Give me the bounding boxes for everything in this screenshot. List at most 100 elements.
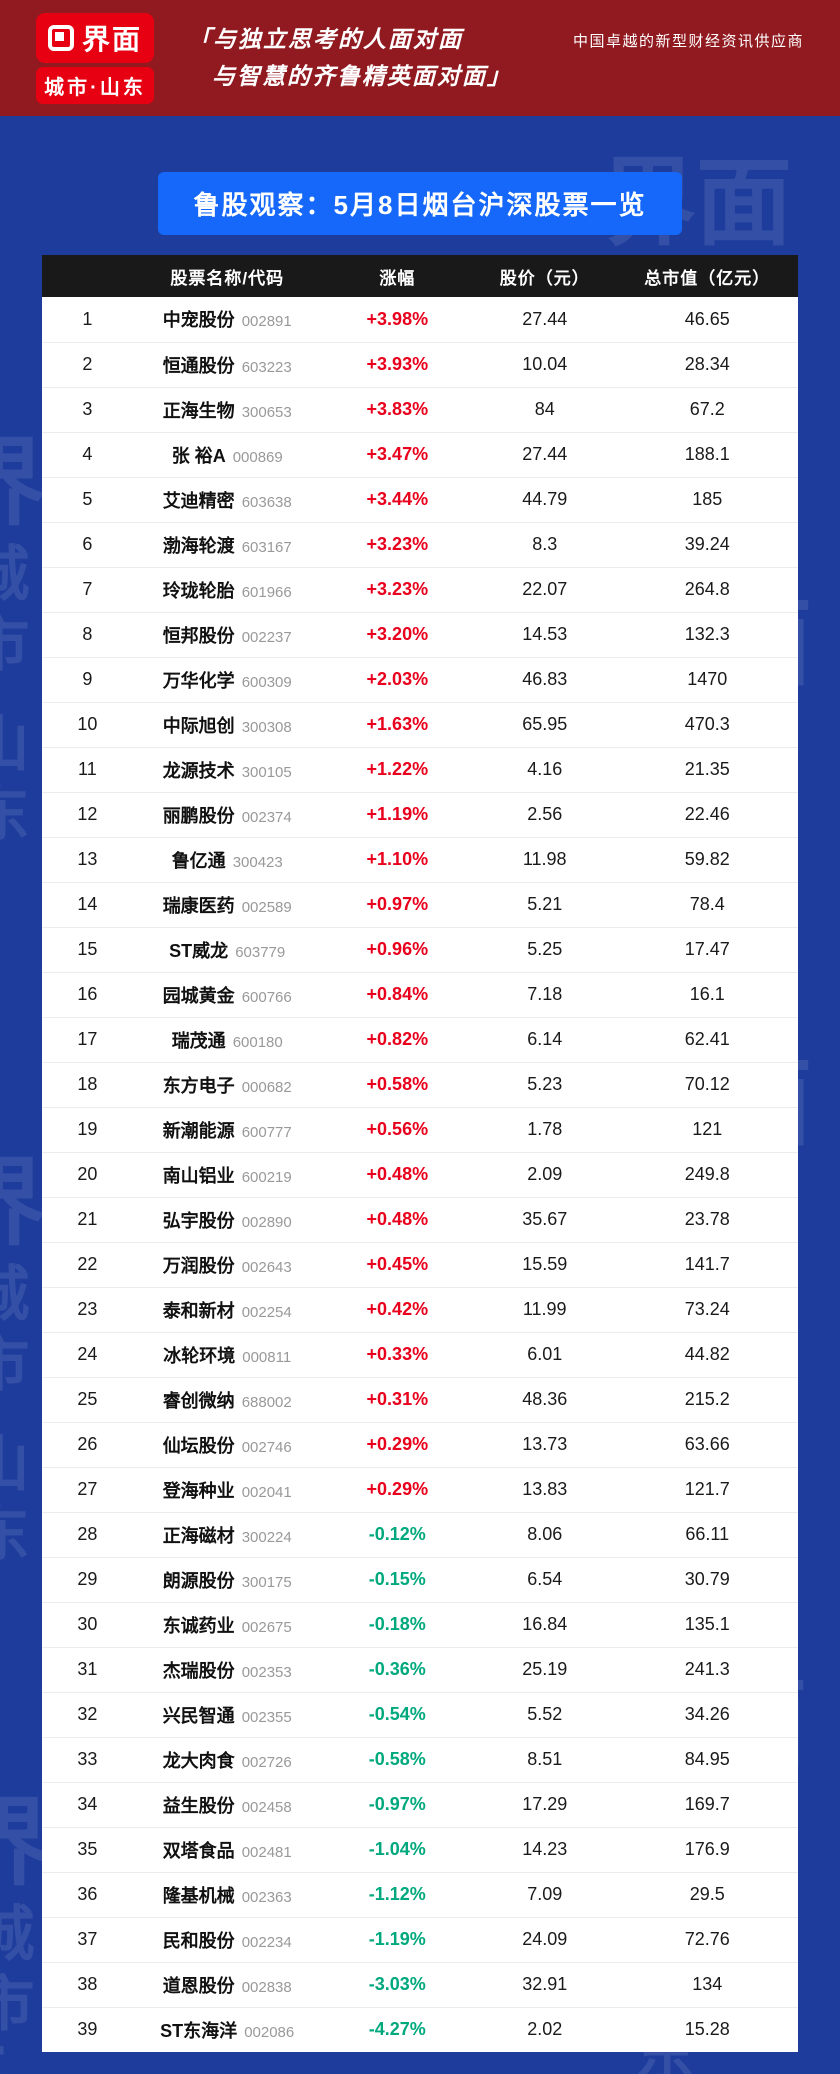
price-cell: 11.98: [472, 837, 617, 883]
rank-cell: 38: [42, 1962, 133, 2008]
change-cell: +3.44%: [321, 477, 473, 523]
stock-name: 弘宇股份: [162, 1210, 235, 1231]
stock-name: 园城黄金: [162, 985, 235, 1006]
table-row: 37 民和股份 002234 -1.19% 24.09 72.76: [42, 1917, 798, 1963]
stock-name: 瑞茂通: [171, 1030, 226, 1051]
cap-cell: 135.1: [616, 1602, 798, 1648]
name-cell: 杰瑞股份 002353: [132, 1647, 322, 1693]
name-cell: 益生股份 002458: [132, 1782, 322, 1828]
cap-cell: 121: [616, 1107, 798, 1153]
change-cell: -4.27%: [368, 2019, 426, 2040]
jiemian-logo: 界面 城市·山东: [36, 12, 155, 104]
table-row: 19 新潮能源 600777 +0.56% 1.78 121: [42, 1107, 798, 1153]
rank-cell: 23: [42, 1287, 133, 1333]
price-cell: 15.59: [472, 1242, 617, 1288]
table-row: 39 ST东海洋 002086 -4.27% 2.02 15.28: [42, 2007, 798, 2052]
rank-cell: 37: [42, 1917, 133, 1963]
table-row: 15 ST威龙 603779 +0.96% 5.25 17.47: [42, 927, 798, 973]
name-cell: 冰轮环境 000811: [132, 1332, 322, 1378]
stock-code: 300653: [241, 403, 292, 421]
rank-cell: 26: [42, 1422, 133, 1468]
price-cell: 2.56: [472, 792, 617, 838]
change-cell: +3.20%: [321, 612, 473, 658]
header-change: 涨幅: [321, 255, 473, 297]
rank-cell: 29: [42, 1557, 133, 1603]
table-row: 27 登海种业 002041 +0.29% 13.83 121.7: [42, 1467, 798, 1513]
name-cell: 玲珑轮胎 601966: [132, 567, 322, 613]
rank-cell: 6: [42, 522, 133, 568]
stock-code: 603223: [241, 358, 292, 376]
rank-cell: 24: [42, 1332, 133, 1378]
price-cell: 8.3: [472, 522, 617, 568]
change-cell: -3.03%: [321, 1962, 473, 2008]
change-cell: +3.23%: [321, 522, 473, 568]
name-cell: 朗源股份 300175: [132, 1557, 322, 1603]
stock-code: 300308: [241, 718, 292, 736]
stock-code: 002838: [241, 1978, 292, 1996]
stock-code: 002234: [241, 1933, 292, 1951]
name-cell: 万华化学 600309: [132, 657, 322, 703]
stock-name: 恒邦股份: [162, 625, 235, 646]
table-row: 7 玲珑轮胎 601966 +3.23% 22.07 264.8: [42, 567, 798, 613]
table-row: 11 龙源技术 300105 +1.22% 4.16 21.35: [42, 747, 798, 793]
cap-cell: 134: [616, 1962, 798, 2008]
name-cell: 恒邦股份 002237: [132, 612, 322, 658]
stock-code: 002589: [241, 898, 292, 916]
stock-code: 600766: [241, 988, 292, 1006]
change-cell: +0.48%: [321, 1197, 473, 1243]
name-cell: 瑞康医药 002589: [132, 882, 322, 928]
stock-code: 002675: [241, 1618, 292, 1636]
change-cell: +0.48%: [321, 1152, 473, 1198]
table-row: 18 东方电子 000682 +0.58% 5.23 70.12: [42, 1062, 798, 1108]
stock-code: 002353: [241, 1663, 292, 1681]
price-cell: 44.79: [472, 477, 617, 523]
cap-cell: 215.2: [616, 1377, 798, 1423]
rank-cell: 13: [42, 837, 133, 883]
price-cell: 27.44: [472, 297, 617, 343]
table-header-row: 股票名称/代码 涨幅 股价（元） 总市值（亿元）: [42, 255, 798, 297]
cap-cell: 39.24: [616, 522, 798, 568]
change-cell: +1.63%: [321, 702, 473, 748]
table-row: 8 恒邦股份 002237 +3.20% 14.53 132.3: [42, 612, 798, 658]
rank-cell: 27: [42, 1467, 133, 1513]
stock-code: 002891: [241, 313, 292, 331]
name-cell: 泰和新材 002254: [132, 1287, 322, 1333]
cap-cell: 188.1: [616, 432, 798, 478]
name-cell: 睿创微纳 688002: [132, 1377, 322, 1423]
rank-cell: 28: [42, 1512, 133, 1558]
change-cell: -0.18%: [321, 1602, 473, 1648]
rank-cell: 20: [42, 1152, 133, 1198]
table-row: 16 园城黄金 600766 +0.84% 7.18 16.1: [42, 972, 798, 1018]
watermark-sub: 城市·山东: [0, 542, 28, 852]
price-cell: 6.14: [472, 1017, 617, 1063]
cap-cell: 16.1: [616, 972, 798, 1018]
rank-cell: 11: [42, 747, 133, 793]
rank-cell: 18: [42, 1062, 133, 1108]
page-title: 鲁股观察：5月8日烟台沪深股票一览: [157, 172, 683, 235]
name-cell: 瑞茂通 600180: [132, 1017, 322, 1063]
stock-code: 603779: [235, 943, 286, 961]
rank-cell: 33: [42, 1737, 133, 1783]
price-cell: 17.29: [472, 1782, 617, 1828]
cap-cell: 59.82: [616, 837, 798, 883]
cap-cell: 34.26: [616, 1692, 798, 1738]
stock-name: 益生股份: [162, 1795, 235, 1816]
rank-cell: 1: [42, 297, 133, 343]
name-cell: 正海磁材 300224: [132, 1512, 322, 1558]
page-body: 界面 城市·山东 界面 城市·山东 界面 城市·山东 界面 城市·山东 界面 城…: [0, 116, 840, 2074]
stock-table-card: 股票名称/代码 涨幅 股价（元） 总市值（亿元） 1 中宠股份 002891 +3.9…: [42, 255, 798, 2052]
name-cell: 园城黄金 600766: [132, 972, 322, 1018]
change-cell: -0.12%: [321, 1512, 473, 1558]
name-cell: 双塔食品 002481: [132, 1827, 322, 1873]
rank-cell: 30: [42, 1602, 133, 1648]
price-cell: 5.52: [472, 1692, 617, 1738]
name-cell: 南山铝业 600219: [132, 1152, 322, 1198]
stock-name: ST威龙: [169, 940, 229, 961]
table-row: 29 朗源股份 300175 -0.15% 6.54 30.79: [42, 1557, 798, 1603]
table-row: 6 渤海轮渡 603167 +3.23% 8.3 39.24: [42, 522, 798, 568]
watermark-sub: 城市·山东: [0, 1262, 28, 1572]
stock-name: 仙坛股份: [162, 1435, 235, 1456]
name-cell: 民和股份 002234: [132, 1917, 322, 1963]
stock-code: 603638: [241, 493, 292, 511]
cap-cell: 29.5: [616, 1872, 798, 1918]
